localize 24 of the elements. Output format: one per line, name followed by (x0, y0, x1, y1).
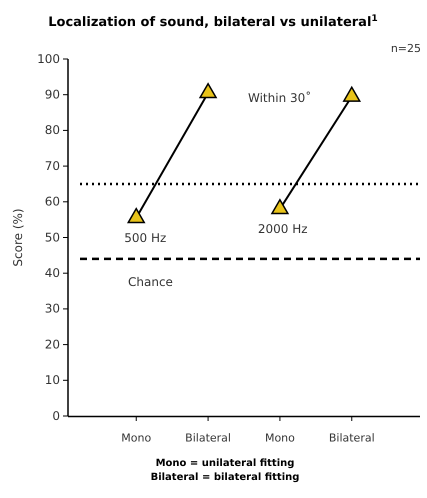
chart-title: Localization of sound, bilateral vs unilateral$^{1}$ (48, 14, 378, 30)
y-axis-title: Score (%) (11, 208, 25, 267)
ref-line-label: Chance (128, 274, 173, 289)
text: Bilateral = bilateral fitting (150, 472, 300, 483)
text: Mono = unilateral fitting (156, 458, 294, 469)
y-tick-label: 60 (44, 194, 60, 209)
y-tick-label: 0 (52, 408, 60, 423)
x-tick-label: Bilateral (328, 432, 375, 445)
y-tick-label: 10 (44, 373, 60, 388)
y-tick-label: 80 (44, 123, 60, 138)
x-tick-label: Mono (264, 432, 296, 445)
series-label: 2000 Hz (258, 222, 308, 236)
annotation: Within 30˚ (248, 90, 312, 105)
x-tick-label: Bilateral (185, 432, 231, 445)
y-tick-label: 100 (37, 52, 60, 66)
y-tick-label: 50 (44, 230, 60, 244)
y-tick-label: 40 (44, 266, 60, 280)
y-tick-label: 70 (44, 158, 60, 173)
x-tick-label: Mono (121, 432, 152, 445)
series-label: 500 Hz (124, 230, 166, 245)
y-tick-label: 20 (44, 337, 60, 352)
text: n=25 (390, 42, 421, 55)
y-tick-label: 30 (44, 302, 60, 316)
y-tick-label: 90 (44, 88, 60, 102)
